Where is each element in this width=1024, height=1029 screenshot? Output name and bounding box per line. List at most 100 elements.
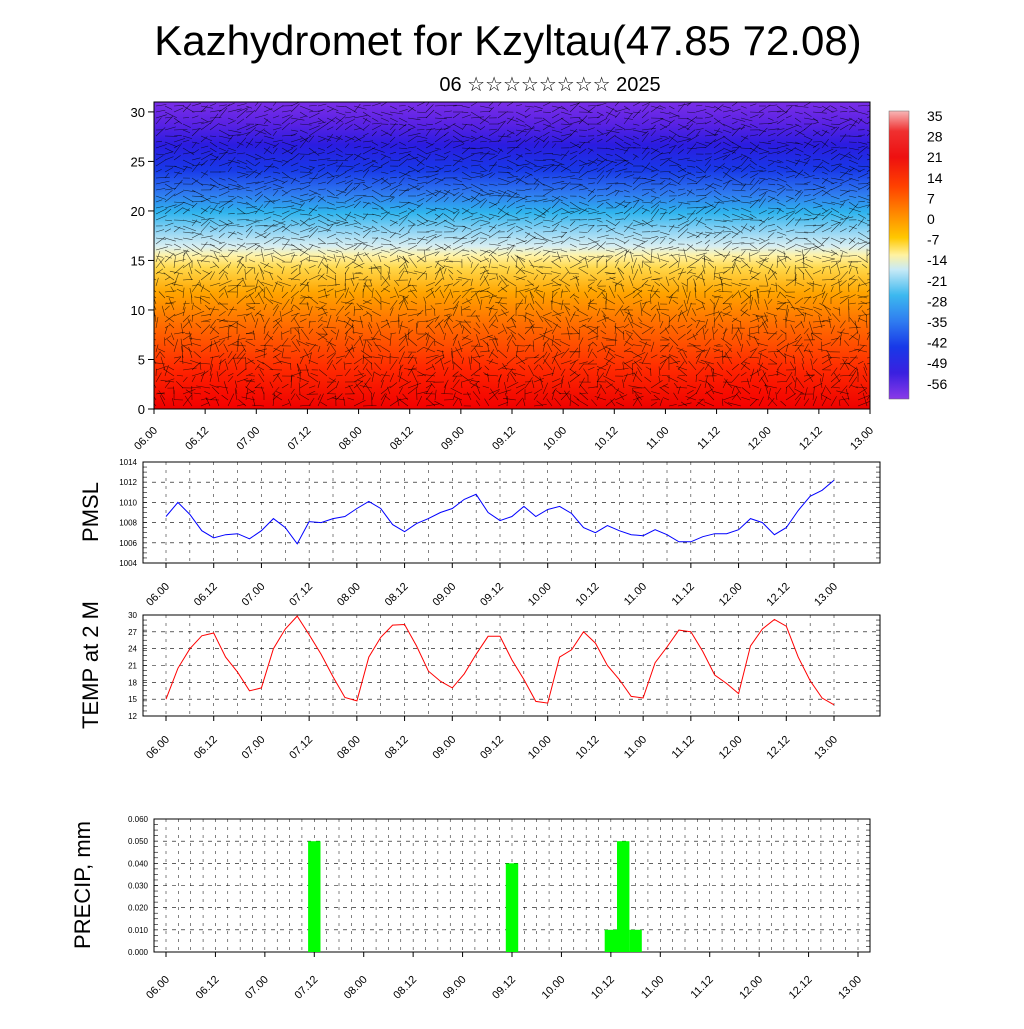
precip-y-tick-label: 0.020 <box>128 904 149 913</box>
pmsl-x-tick-label: 09.12 <box>478 581 506 609</box>
temp-x-tick-label: 06.12 <box>192 734 220 762</box>
heatmap-x-tick-label: 08.12 <box>388 425 416 453</box>
precip-x-tick-label: 10.12 <box>589 974 617 1002</box>
heatmap-x-tick-label: 06.00 <box>132 425 160 453</box>
colorbar-label: 14 <box>927 170 943 186</box>
pmsl-x-tick-label: 11.00 <box>622 581 649 608</box>
precip-bar <box>617 841 629 952</box>
pmsl-y-axis: 1004 1006 1008 1010 1012 1014 <box>119 458 137 568</box>
colorbar-label: 35 <box>927 108 943 124</box>
temp-x-tick-label: 08.12 <box>383 734 411 762</box>
temp-x-tick-label: 12.12 <box>764 734 792 762</box>
temp-y-tick-label: 24 <box>128 645 137 654</box>
precip-x-tick-label: 13.00 <box>836 974 864 1002</box>
precip-x-tick-label: 11.00 <box>639 974 666 1001</box>
temp-x-tick-label: 12.00 <box>717 734 745 762</box>
colorbar-label: -56 <box>927 376 947 392</box>
page-title: Kazhydromet for Kzyltau(47.85 72.08) <box>154 17 861 64</box>
colorbar-ramp <box>889 111 909 399</box>
precip-bar <box>506 863 518 952</box>
precip-bar <box>308 841 320 952</box>
precip-x-tick-label: 11.12 <box>688 974 715 1001</box>
precip-x-tick-label: 09.12 <box>490 974 518 1002</box>
pmsl-ylabel: PMSL <box>78 482 103 542</box>
precip-y-tick-label: 0.010 <box>128 926 149 935</box>
heatmap-y-tick-label: 25 <box>131 154 145 169</box>
pmsl-y-tick-label: 1014 <box>119 458 137 467</box>
temp-y-tick-label: 21 <box>128 662 137 671</box>
heatmap-x-tick-label: 09.00 <box>439 425 467 453</box>
precip-y-tick-label: 0.000 <box>128 948 149 957</box>
precip-x-tick-label: 07.00 <box>243 974 271 1002</box>
precip-x-tick-label: 06.00 <box>144 974 172 1002</box>
heatmap-x-tick-label: 12.00 <box>746 425 774 453</box>
temp-x-tick-label: 11.12 <box>670 734 697 761</box>
heatmap-y-tick-label: 0 <box>138 402 145 417</box>
temp-x-tick-label: 07.12 <box>287 734 315 762</box>
colorbar-label: -7 <box>927 232 940 248</box>
precip-x-tick-label: 09.00 <box>441 974 469 1002</box>
heatmap-y-tick-label: 10 <box>131 303 145 318</box>
pmsl-y-tick-label: 1008 <box>119 519 137 528</box>
temp-x-tick-label: 10.00 <box>526 734 554 762</box>
pmsl-y-tick-label: 1010 <box>119 498 137 507</box>
heatmap-x-tick-label: 10.00 <box>541 425 569 453</box>
pmsl-x-tick-label: 06.00 <box>144 581 172 609</box>
heatmap-y-tick-label: 5 <box>138 352 145 367</box>
pmsl-x-tick-label: 07.00 <box>240 581 268 609</box>
temp-y-tick-label: 15 <box>128 695 137 704</box>
precip-x-tick-label: 12.00 <box>737 974 765 1002</box>
colorbar-label: 21 <box>927 149 943 165</box>
pmsl-x-tick-label: 12.12 <box>764 581 792 609</box>
temp-ylabel: TEMP at 2 M <box>78 601 103 729</box>
heatmap-x-tick-label: 12.12 <box>797 425 825 453</box>
precip-x-tick-label: 10.00 <box>540 974 568 1002</box>
heatmap-x-tick-label: 06.12 <box>183 425 211 453</box>
temp-x-tick-label: 10.12 <box>574 734 602 762</box>
precip-bar <box>629 930 641 952</box>
pmsl-y-tick-label: 1012 <box>119 478 137 487</box>
precip-x-tick-label: 08.00 <box>342 974 370 1002</box>
pmsl-frame <box>143 462 880 563</box>
pmsl-x-tick-label: 11.12 <box>670 581 697 608</box>
colorbar-label: -14 <box>927 252 947 268</box>
heatmap-x-tick-label: 13.00 <box>848 425 876 453</box>
precip-y-tick-label: 0.030 <box>128 882 149 891</box>
temp-x-tick-label: 07.00 <box>240 734 268 762</box>
heatmap-x-tick-label: 11.12 <box>695 425 722 452</box>
pmsl-y-tick-label: 1004 <box>119 559 137 568</box>
pmsl-y-tick-label: 1006 <box>119 539 137 548</box>
pmsl-x-tick-label: 10.12 <box>574 581 602 609</box>
colorbar-label: 0 <box>927 211 935 227</box>
temp-x-tick-label: 11.00 <box>622 734 649 761</box>
precip-x-tick-label: 12.12 <box>787 974 815 1002</box>
heatmap-x-tick-label: 08.00 <box>337 425 365 453</box>
temp-x-tick-label: 06.00 <box>144 734 172 762</box>
precip-ylabel: PRECIP, mm <box>70 821 95 949</box>
temp-y-tick-label: 27 <box>128 628 137 637</box>
temp-y-tick-label: 18 <box>128 678 137 687</box>
heatmap-x-tick-label: 07.12 <box>286 425 314 453</box>
heatmap-y-tick-label: 20 <box>131 204 145 219</box>
pmsl-x-tick-label: 08.12 <box>383 581 411 609</box>
colorbar-label: 28 <box>927 129 943 145</box>
precip-bar <box>605 930 617 952</box>
pmsl-x-tick-label: 13.00 <box>812 581 840 609</box>
temp-x-tick-label: 13.00 <box>812 734 840 762</box>
colorbar-label: -49 <box>927 355 947 371</box>
precip-y-tick-label: 0.060 <box>128 815 149 824</box>
precip-x-tick-label: 07.12 <box>292 974 320 1002</box>
heatmap-x-tick-label: 07.00 <box>234 425 262 453</box>
temp-y-tick-label: 30 <box>128 611 137 620</box>
